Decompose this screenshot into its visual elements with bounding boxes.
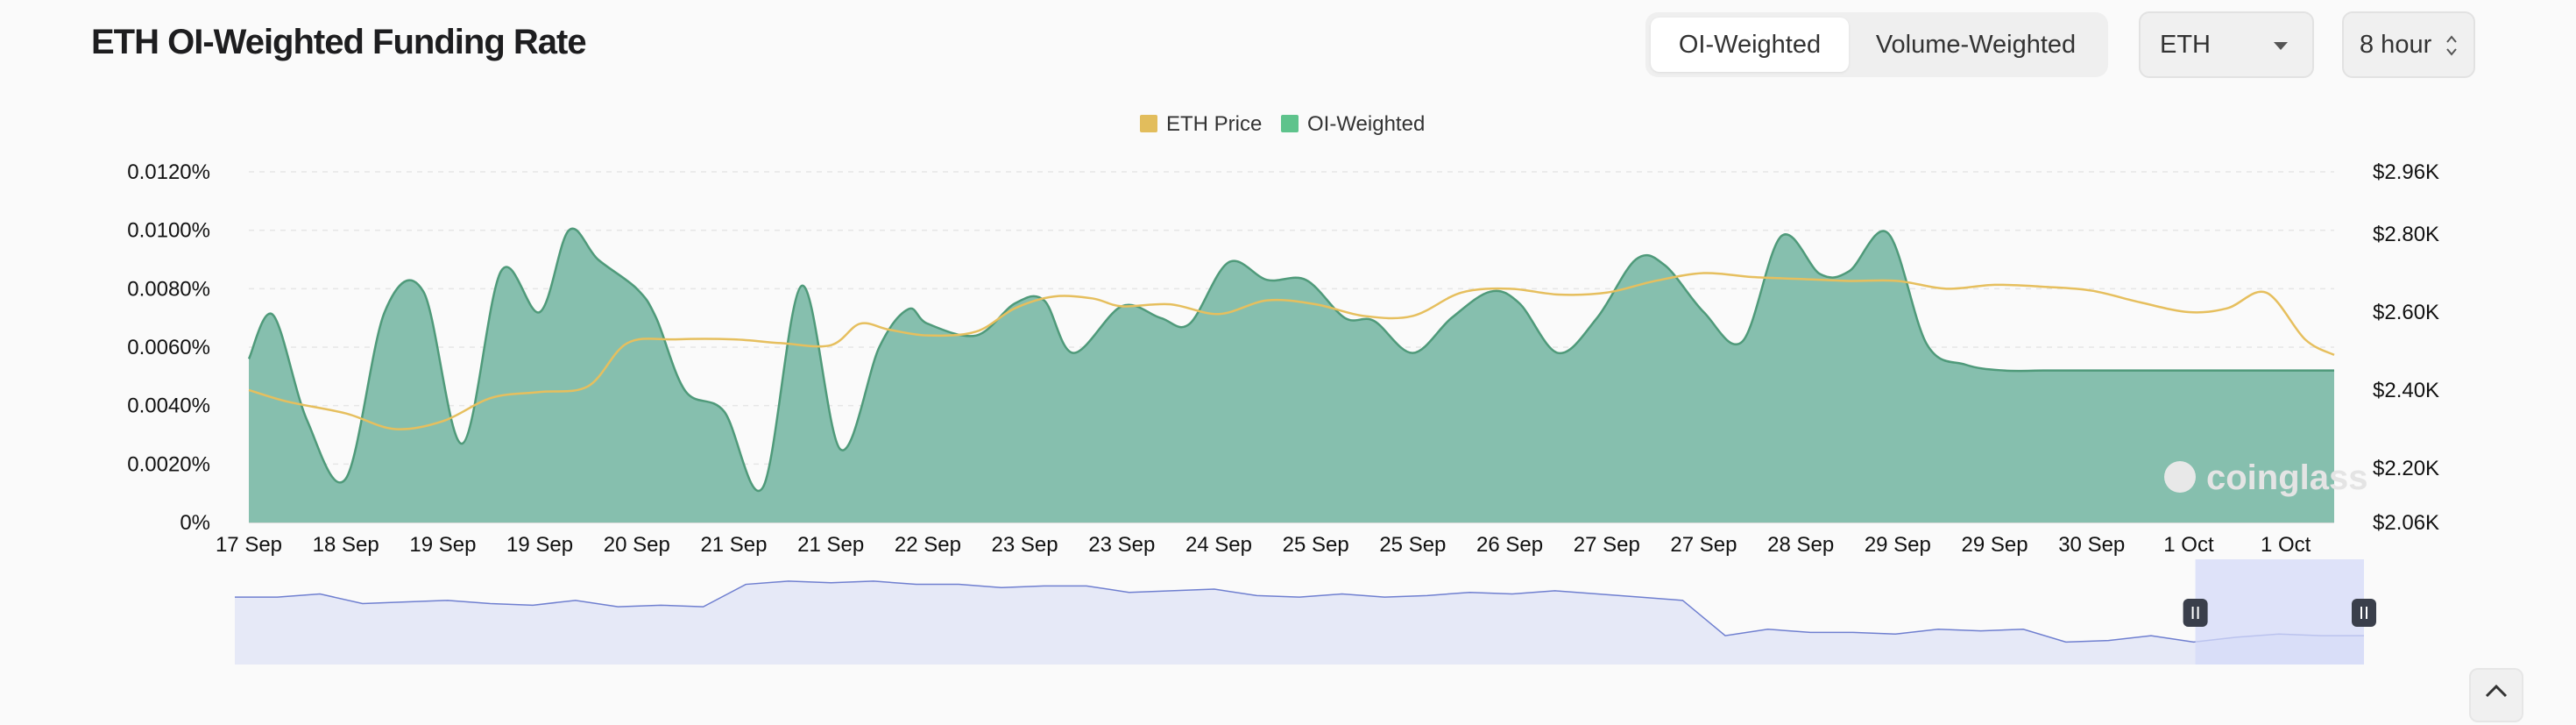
x-tick-label: 21 Sep — [700, 533, 767, 557]
x-tick-label: 23 Sep — [992, 533, 1058, 557]
x-tick-label: 23 Sep — [1088, 533, 1155, 557]
x-tick-label: 27 Sep — [1574, 533, 1640, 557]
navigator-handle-right[interactable] — [2352, 599, 2376, 627]
legend-item-eth-price[interactable]: ETH Price — [1140, 112, 1262, 136]
x-tick-label: 25 Sep — [1379, 533, 1446, 557]
x-tick-label: 26 Sep — [1476, 533, 1543, 557]
watermark: coinglass — [2164, 458, 2368, 497]
scroll-to-top-button[interactable] — [2469, 668, 2523, 722]
x-tick-label: 30 Sep — [2058, 533, 2125, 557]
tab-volume-weighted[interactable]: Volume-Weighted — [1875, 31, 2077, 59]
up-down-chevron-icon — [2446, 35, 2457, 56]
page-title: ETH OI-Weighted Funding Rate — [91, 23, 587, 61]
y-left-tick-label: 0.0120% — [127, 160, 210, 184]
x-tick-label: 18 Sep — [313, 533, 379, 557]
y-right-tick-label: $2.06K — [2373, 511, 2439, 535]
drag-handle-icon — [2183, 599, 2208, 627]
funding-rate-line — [247, 227, 2334, 492]
legend-swatch — [1281, 115, 1299, 132]
asset-select[interactable]: ETH — [2139, 11, 2314, 78]
x-tick-label: 29 Sep — [1962, 533, 2028, 557]
funding-area — [247, 227, 2334, 522]
navigator-area — [235, 580, 2364, 665]
y-right-tick-label: $2.20K — [2373, 457, 2439, 480]
watermark-logo-icon — [2164, 461, 2196, 493]
y-right-tick-label: $2.40K — [2373, 379, 2439, 402]
weighting-toggle: OI-Weighted Volume-Weighted — [1645, 12, 2108, 77]
x-tick-label: 29 Sep — [1865, 533, 1931, 557]
y-axis-left: 0% 0.0020% 0.0040% 0.0060% 0.0080% 0.0100% 0.0… — [127, 160, 210, 535]
y-left-tick-label: 0.0080% — [127, 277, 210, 301]
y-left-tick-label: 0.0020% — [127, 452, 210, 476]
legend-label: OI-Weighted — [1307, 112, 1425, 136]
price-line-group — [248, 272, 2335, 430]
x-tick-label: 19 Sep — [409, 533, 476, 557]
x-axis: 17 Sep 18 Sep 19 Sep 19 Sep 20 Sep 21 Sep 21 S… — [216, 533, 2311, 557]
drag-handle-icon — [2352, 599, 2376, 627]
x-tick-label: 25 Sep — [1283, 533, 1349, 557]
y-left-tick-label: 0% — [180, 511, 210, 535]
funding-rate-chart: coinglass 0% 0.0020% 0.0040% 0.0060% 0.0080%… — [127, 112, 2439, 665]
interval-select[interactable]: 8 hour — [2342, 11, 2475, 78]
y-axis-right: $2.06K $2.20K $2.40K $2.60K $2.80K $2.96K — [2373, 160, 2439, 535]
x-tick-label: 27 Sep — [1670, 533, 1737, 557]
legend-item-oi-weighted[interactable]: OI-Weighted — [1281, 112, 1425, 136]
y-right-tick-label: $2.60K — [2373, 301, 2439, 324]
watermark-text: coinglass — [2206, 458, 2368, 497]
x-tick-label: 17 Sep — [216, 533, 282, 557]
chevron-down-icon — [2274, 42, 2288, 50]
y-right-tick-label: $2.80K — [2373, 223, 2439, 246]
y-right-tick-label: $2.96K — [2373, 160, 2439, 184]
range-navigator[interactable] — [235, 559, 2376, 665]
funding-rate-area — [249, 228, 2334, 522]
x-tick-label: 1 Oct — [2163, 533, 2214, 557]
y-left-tick-label: 0.0040% — [127, 394, 210, 418]
chart-legend: ETH Price OI-Weighted — [1140, 112, 1425, 136]
x-tick-label: 22 Sep — [895, 533, 961, 557]
x-tick-label: 20 Sep — [604, 533, 670, 557]
eth-price-line — [248, 272, 2335, 430]
x-tick-label: 28 Sep — [1767, 533, 1834, 557]
navigator-line — [235, 580, 2364, 643]
navigator-handle-left[interactable] — [2183, 599, 2208, 627]
x-tick-label: 24 Sep — [1185, 533, 1252, 557]
legend-label: ETH Price — [1166, 112, 1262, 136]
tab-oi-weighted[interactable]: OI-Weighted — [1651, 18, 1849, 72]
legend-swatch — [1140, 115, 1157, 132]
y-left-tick-label: 0.0060% — [127, 336, 210, 359]
interval-select-value: 8 hour — [2360, 31, 2432, 59]
chevron-up-icon — [2485, 684, 2508, 698]
x-tick-label: 19 Sep — [506, 533, 573, 557]
asset-select-value: ETH — [2160, 31, 2211, 59]
x-tick-label: 21 Sep — [797, 533, 864, 557]
navigator-selection-window[interactable] — [2195, 559, 2364, 665]
x-tick-label: 1 Oct — [2261, 533, 2311, 557]
y-left-tick-label: 0.0100% — [127, 219, 210, 243]
